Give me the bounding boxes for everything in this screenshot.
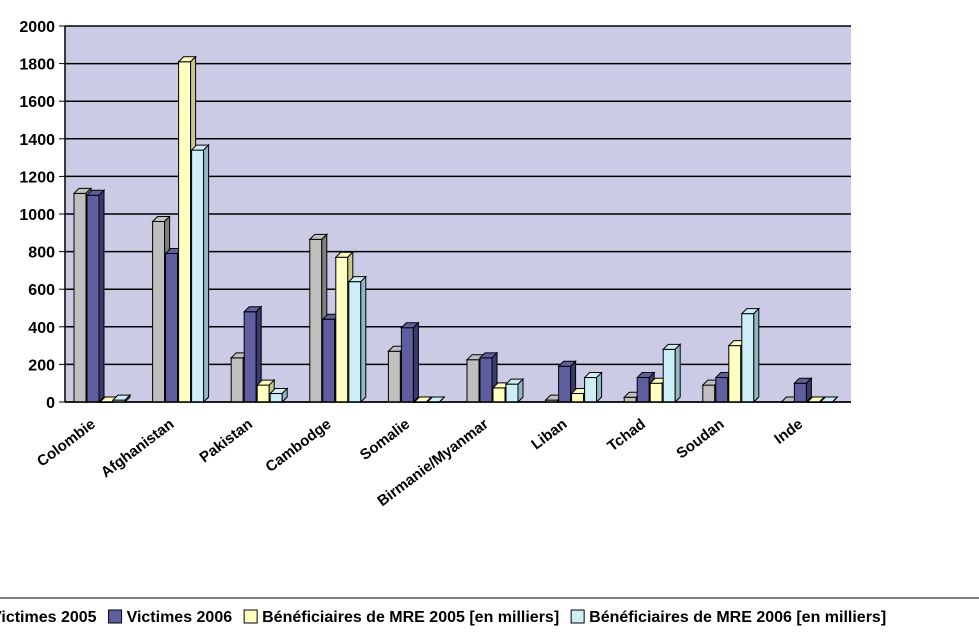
bar-front (387, 350, 401, 403)
bar-front (466, 359, 480, 403)
x-tick-label: Cambodge (262, 416, 334, 476)
legend-swatch (243, 609, 258, 624)
x-tick-label: Inde (771, 416, 806, 448)
bar (740, 307, 761, 404)
bar-front (649, 382, 663, 403)
bar-front (191, 149, 205, 403)
bar-side (281, 387, 288, 404)
legend: Victimes 2005 Victimes 2006 Bénéficiaires … (0, 597, 979, 626)
bar-front (152, 221, 166, 403)
bar-front (728, 345, 742, 403)
y-tick-label: 400 (28, 320, 55, 337)
legend-entry: Victimes 2006 (127, 609, 233, 626)
y-tick-label: 1800 (19, 57, 55, 74)
bar-side (426, 396, 432, 403)
bar-front (256, 384, 270, 403)
bar-side (203, 143, 210, 404)
bar (661, 343, 682, 404)
y-tick-label: 0 (46, 395, 55, 412)
bars (65, 55, 851, 404)
y-tick-label: 1600 (19, 94, 55, 111)
legend-swatch (570, 609, 585, 624)
bar-front (492, 387, 506, 403)
bar-front (73, 192, 87, 403)
bar-front (309, 238, 323, 403)
bar-front (702, 384, 716, 403)
bar-front (243, 311, 257, 403)
x-tick-label: Tchad (604, 416, 649, 455)
bar-front (741, 313, 755, 403)
bar (793, 376, 813, 404)
y-tick-label: 800 (28, 245, 55, 262)
x-tick-label: Pakistan (196, 416, 256, 467)
y-axis: 0 200 400 600 800 1000 1200 1400 1600 1800 2000 (19, 19, 66, 412)
bar (190, 143, 210, 404)
y-tick-label: 200 (28, 357, 55, 374)
bar-side (360, 275, 367, 404)
legend-swatch (108, 609, 123, 624)
x-tick-label: Liban (528, 416, 570, 454)
bar-side (439, 396, 445, 403)
bar-front (178, 61, 192, 403)
bar-front (269, 393, 283, 403)
bar-side (819, 396, 825, 403)
legend-entry: Bénéficiaires de MRE 2006 [en milliers] (589, 609, 886, 626)
bar-front (571, 393, 585, 403)
bar-front (662, 348, 676, 403)
bar-front (636, 377, 650, 403)
bar-front (230, 357, 244, 403)
bar (504, 377, 525, 404)
y-tick-label: 2000 (19, 19, 55, 36)
bar-front (165, 252, 179, 403)
bar (347, 275, 368, 404)
bar-side (805, 376, 812, 404)
bar-side (596, 371, 603, 404)
x-tick-label: Somalie (357, 416, 413, 464)
bar-side (517, 377, 524, 404)
bar-front (86, 194, 100, 403)
bar-front (400, 327, 414, 403)
x-axis-labels: Colombie Afghanistan Pakistan Cambodge Somal… (34, 416, 806, 510)
bar-front (322, 318, 336, 403)
bar-front (335, 256, 349, 403)
x-tick-label: Colombie (34, 416, 99, 471)
bar-side (412, 321, 419, 404)
bar-front (558, 365, 572, 403)
bar-side (753, 307, 760, 404)
bar-front (479, 357, 493, 403)
bar-front (793, 382, 807, 403)
x-tick-label: Soudan (673, 416, 727, 463)
bar (85, 188, 106, 404)
legend-entry: Victimes 2005 (0, 609, 97, 626)
bar-side (674, 343, 681, 404)
bar-front (715, 377, 729, 403)
y-tick-label: 1400 (19, 132, 55, 149)
y-tick-label: 1200 (19, 169, 55, 186)
y-tick-label: 600 (28, 282, 55, 299)
bar (583, 371, 603, 404)
bar (242, 305, 263, 404)
legend-entry: Bénéficiaires de MRE 2005 [en milliers] (262, 609, 559, 626)
bar-front (584, 377, 598, 403)
x-tick-label: Afghanistan (98, 416, 177, 482)
bar-front (348, 281, 362, 403)
bar-side (98, 188, 105, 404)
y-tick-label: 1000 (19, 207, 55, 224)
bar-side (832, 396, 838, 403)
bar-front (505, 383, 519, 403)
bar (400, 321, 420, 404)
bar (268, 387, 289, 404)
